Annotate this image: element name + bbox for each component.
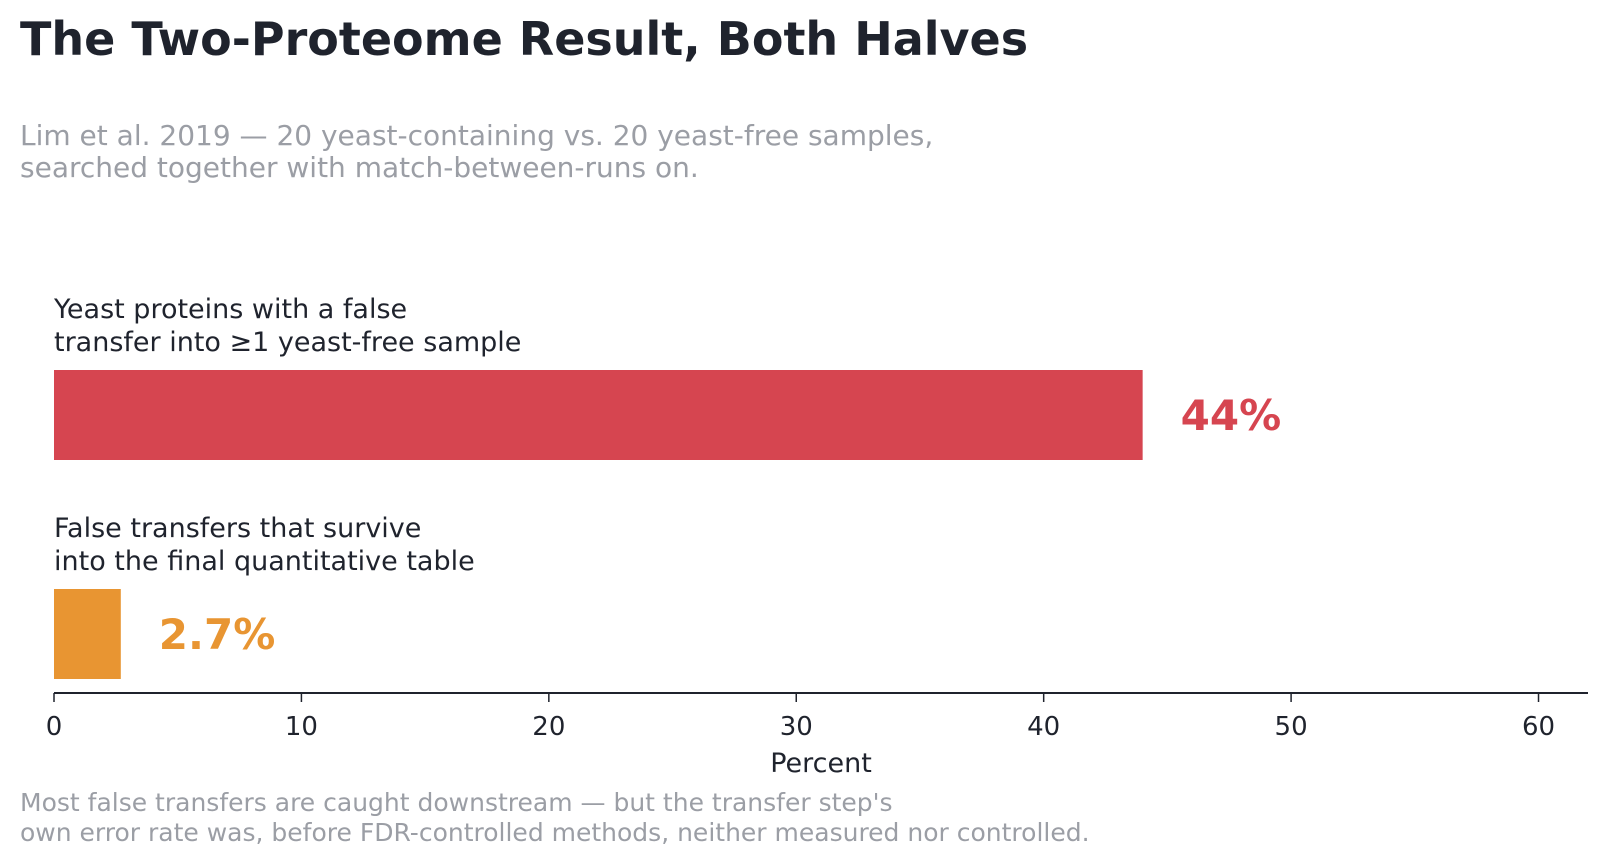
category-label-line: transfer into ≥1 yeast-free sample	[54, 327, 521, 358]
x-tick-label: 0	[46, 712, 63, 742]
chart-subtitle: Lim et al. 2019 — 20 yeast-containing vs…	[20, 120, 933, 184]
footnote-line: own error rate was, before FDR-controlle…	[20, 818, 1090, 847]
bars-layer: Yeast proteins with a false transfer into…	[53, 294, 1281, 679]
bar	[54, 370, 1143, 460]
x-tick-label: 10	[285, 712, 318, 742]
data-label: 2.7%	[159, 610, 275, 659]
x-tick-label: 50	[1275, 712, 1308, 742]
category-label-line: into the final quantitative table	[54, 546, 475, 577]
chart-title: The Two-Proteome Result, Both Halves	[20, 12, 1029, 66]
x-axis: 0 10 20 30 40 50 60 Percent	[46, 692, 1588, 779]
subtitle-line: searched together with match-between-run…	[20, 151, 699, 184]
bar	[54, 589, 121, 679]
x-axis-label: Percent	[770, 748, 872, 779]
chart-footnote: Most false transfers are caught downstre…	[20, 788, 1090, 848]
data-label: 44%	[1181, 391, 1282, 440]
category-label: Yeast proteins with a false transfer into…	[53, 294, 521, 358]
footnote-line: Most false transfers are caught downstre…	[20, 788, 893, 817]
x-tick-label: 40	[1027, 712, 1060, 742]
category-label-line: Yeast proteins with a false	[53, 294, 407, 325]
x-tick-label: 30	[780, 712, 813, 742]
category-label: False transfers that survive into the fin…	[54, 513, 475, 577]
category-label-line: False transfers that survive	[54, 513, 421, 544]
x-tick-label: 60	[1522, 712, 1555, 742]
subtitle-line: Lim et al. 2019 — 20 yeast-containing vs…	[20, 119, 934, 152]
x-tick-label: 20	[532, 712, 565, 742]
